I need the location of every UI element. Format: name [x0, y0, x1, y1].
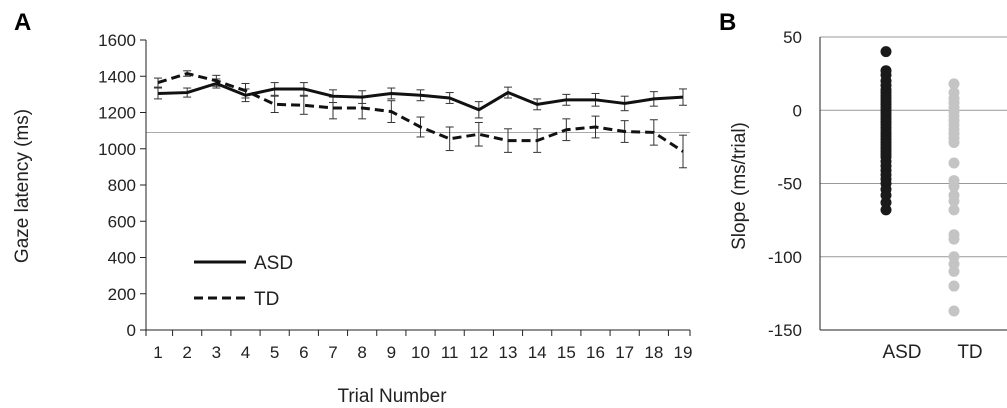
- series-line-td: [157, 72, 684, 153]
- y-tick-label: 400: [108, 249, 136, 268]
- panel-b-label: B: [719, 9, 736, 36]
- b-y-tick-label: -50: [777, 175, 802, 194]
- series-line-asd: [157, 82, 684, 112]
- dot-td: [948, 78, 960, 90]
- x-tick-label: 5: [270, 343, 279, 362]
- y-tick-label: 0: [127, 321, 136, 340]
- dot-td: [948, 233, 960, 245]
- y-tick-label: 200: [108, 285, 136, 304]
- x-tick-label: 12: [469, 343, 488, 362]
- y-tick-label: 600: [108, 212, 136, 231]
- x-axis-title: Trial Number: [337, 386, 447, 407]
- x-tick-label: 9: [387, 343, 396, 362]
- x-tick-label: 10: [411, 343, 430, 362]
- x-tick-label: 2: [182, 343, 191, 362]
- x-tick-label: 19: [674, 343, 693, 362]
- panel-b: B -150 -100 -50 0 50 ASD TD Slope (ms/trial): [719, 9, 1007, 363]
- x-tick-label: 4: [241, 343, 250, 362]
- b-y-tick-label: 0: [793, 101, 802, 120]
- dot-td: [948, 204, 960, 216]
- x-tick-label: 14: [528, 343, 547, 362]
- b-y-axis-title: Slope (ms/trial): [729, 122, 750, 250]
- x-tick-label: 13: [499, 343, 518, 362]
- dot-td: [948, 195, 960, 207]
- b-y-tick-label: -150: [768, 321, 802, 340]
- y-tick-label: 1400: [98, 67, 136, 86]
- legend-label-td: TD: [254, 289, 279, 310]
- dot-td: [948, 305, 960, 317]
- y-axis-title: Gaze latency (ms): [12, 109, 33, 263]
- x-tick-label: 18: [644, 343, 663, 362]
- x-tick-label: 15: [557, 343, 576, 362]
- dot-asd: [880, 204, 892, 216]
- y-tick-label: 1200: [98, 104, 136, 123]
- x-tick-label: 6: [299, 343, 308, 362]
- x-tick-label: 11: [441, 343, 459, 362]
- b-category-label: TD: [957, 342, 982, 363]
- legend-label-asd: ASD: [254, 253, 293, 274]
- y-tick-label: 800: [108, 176, 136, 195]
- x-tick-label: 1: [153, 343, 162, 362]
- x-tick-label: 17: [615, 343, 634, 362]
- x-tick-label: 7: [328, 343, 337, 362]
- x-tick-label: 8: [357, 343, 366, 362]
- dot-td: [948, 136, 960, 148]
- dot-td: [948, 157, 960, 169]
- panel-a-label: A: [14, 9, 31, 36]
- legend: ASD TD: [194, 253, 293, 310]
- x-tick-label: 3: [212, 343, 221, 362]
- dot-asd: [880, 46, 892, 58]
- dot-td: [948, 180, 960, 192]
- b-y-tick-label: -100: [768, 248, 802, 267]
- b-category-label: ASD: [882, 342, 921, 363]
- dot-td: [948, 280, 960, 292]
- x-tick-label: 16: [586, 343, 605, 362]
- y-tick-label: 1600: [98, 31, 136, 50]
- y-tick-label: 1000: [98, 140, 136, 159]
- b-y-tick-label: 50: [783, 28, 802, 47]
- dot-td: [948, 265, 960, 277]
